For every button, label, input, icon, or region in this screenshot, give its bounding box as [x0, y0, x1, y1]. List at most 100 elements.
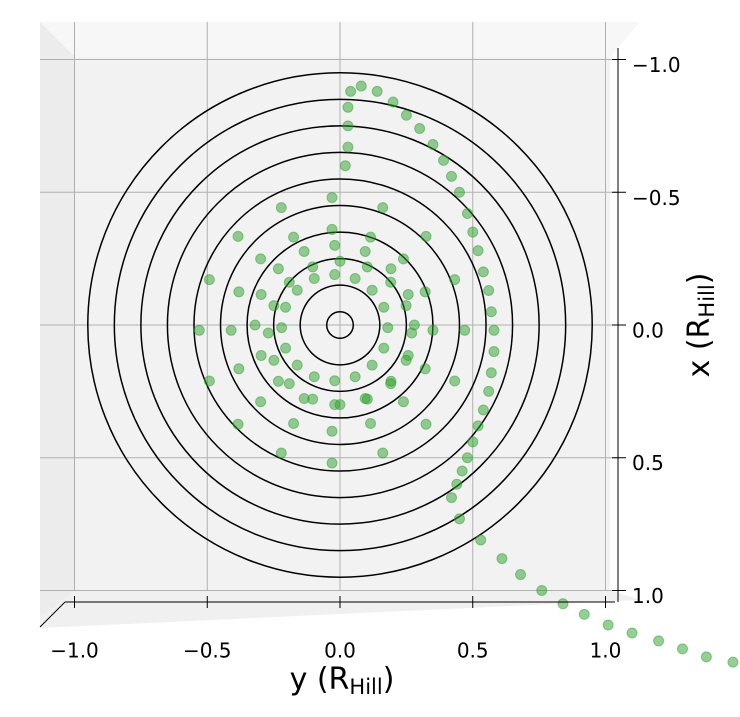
y-tick-label: 0.0: [632, 319, 664, 343]
point: [291, 284, 303, 296]
point: [326, 223, 338, 235]
point: [361, 261, 373, 273]
point: [255, 396, 267, 408]
point: [420, 230, 432, 242]
y-tick-label: −0.5: [632, 186, 681, 210]
point: [329, 375, 341, 387]
point: [255, 288, 267, 300]
point: [700, 651, 712, 663]
x-tick-label: 1.0: [590, 639, 622, 663]
point: [283, 378, 295, 390]
point: [298, 245, 310, 257]
x-tick-label: −0.5: [183, 639, 232, 663]
point: [272, 263, 284, 275]
point: [449, 375, 461, 387]
point: [288, 231, 300, 243]
point: [365, 231, 377, 243]
point: [400, 354, 412, 366]
x-tick-label: −1.0: [50, 639, 99, 663]
circle: [140, 125, 540, 525]
point: [472, 245, 484, 257]
point: [349, 273, 361, 285]
point: [451, 478, 463, 490]
point: [676, 643, 688, 655]
point: [329, 269, 341, 281]
point: [203, 375, 215, 387]
point: [496, 553, 508, 565]
point: [472, 420, 484, 432]
point: [385, 263, 397, 275]
x-tick-label: 0.0: [324, 639, 356, 663]
point: [233, 363, 245, 375]
point: [483, 385, 495, 397]
point: [365, 417, 377, 429]
point: [477, 266, 489, 278]
point: [308, 371, 320, 383]
point: [578, 608, 590, 620]
point: [377, 202, 389, 214]
point: [193, 324, 205, 336]
point: [485, 367, 497, 379]
point: [449, 274, 461, 286]
x-tick-label: 0.5: [457, 639, 489, 663]
point: [406, 327, 418, 339]
point: [366, 359, 378, 371]
circle: [193, 178, 487, 472]
point: [488, 324, 500, 336]
point: [419, 363, 431, 375]
point: [339, 160, 351, 172]
point: [446, 170, 458, 182]
point: [483, 284, 495, 296]
circle: [113, 98, 567, 552]
circle: [166, 151, 514, 499]
point: [385, 276, 397, 288]
point: [280, 301, 292, 313]
y-tick-label: 0.5: [632, 451, 664, 475]
point: [342, 141, 354, 153]
point: [268, 300, 280, 312]
point: [355, 80, 367, 92]
point: [385, 378, 397, 390]
y-axis-label: x (RHill): [682, 273, 720, 378]
point: [345, 85, 357, 97]
y-tick-label: 1.0: [632, 584, 664, 608]
point: [268, 354, 280, 366]
left-pane: [40, 22, 75, 618]
point: [307, 393, 319, 405]
bottom-pane: [40, 590, 640, 628]
point: [334, 255, 346, 267]
point: [397, 253, 409, 265]
point: [467, 226, 479, 238]
point: [400, 109, 412, 121]
point: [653, 635, 665, 647]
circle: [219, 204, 461, 446]
circle: [87, 72, 593, 578]
point: [467, 436, 479, 448]
point: [515, 569, 527, 581]
point: [232, 418, 244, 430]
point: [326, 425, 338, 437]
point: [334, 399, 346, 411]
point: [280, 342, 292, 354]
point: [262, 327, 274, 339]
point: [326, 192, 338, 204]
point: [378, 342, 390, 354]
point: [272, 375, 284, 387]
point: [283, 276, 295, 288]
point: [249, 319, 261, 331]
circle: [299, 284, 381, 366]
point: [366, 284, 378, 296]
point: [461, 207, 473, 219]
point: [225, 324, 237, 336]
point: [329, 239, 341, 251]
point: [557, 598, 569, 610]
point: [488, 346, 500, 358]
point: [475, 534, 487, 546]
x-axis-line: [39, 601, 66, 628]
point: [387, 96, 399, 108]
point: [326, 457, 338, 469]
point: [536, 584, 548, 596]
point: [402, 288, 414, 300]
point: [727, 656, 739, 668]
